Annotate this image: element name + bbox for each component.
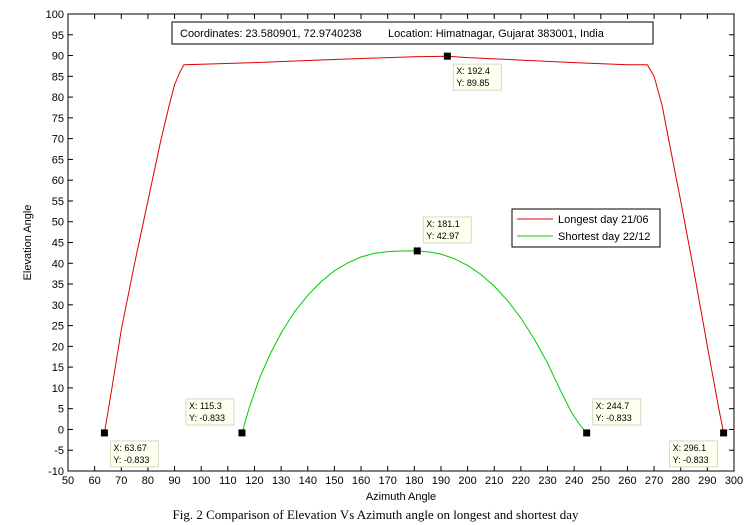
figure-caption: Fig. 2 Comparison of Elevation Vs Azimut… <box>172 507 579 522</box>
x-tick-label: 250 <box>592 475 610 487</box>
x-tick-label: 100 <box>192 475 210 487</box>
datatip-box <box>452 63 502 91</box>
datatip-y: Y: 89.85 <box>456 78 489 88</box>
y-tick-label: -5 <box>54 445 64 457</box>
x-tick-label: 290 <box>698 475 716 487</box>
x-tick-label: 80 <box>142 475 154 487</box>
x-tick-label: 210 <box>485 475 503 487</box>
datatip-x: X: 296.1 <box>673 443 707 453</box>
y-tick-label: 0 <box>58 424 64 436</box>
datatip-box <box>185 398 235 426</box>
y-tick-label: 70 <box>52 134 64 146</box>
y-tick-label: 15 <box>52 362 64 374</box>
info-location: Location: Himatnagar, Gujarat 383001, In… <box>388 28 605 40</box>
y-tick-label: 50 <box>52 217 64 229</box>
datatip-marker <box>443 52 451 60</box>
datatip-x: X: 115.3 <box>189 401 222 411</box>
y-tick-label: 35 <box>52 279 64 291</box>
datatip-y: Y: 42.97 <box>426 231 459 241</box>
y-tick-label: 20 <box>52 341 64 353</box>
y-tick-label: -10 <box>48 466 64 478</box>
axes-frame <box>67 13 735 472</box>
y-tick-label: 30 <box>52 300 64 312</box>
x-tick-label: 230 <box>538 475 556 487</box>
x-axis-label: Azimuth Angle <box>366 491 436 503</box>
x-tick-label: 110 <box>219 475 237 487</box>
datatip-marker <box>100 429 108 437</box>
x-tick-label: 260 <box>618 475 636 487</box>
x-tick-label: 120 <box>245 475 263 487</box>
legend-label-longest: Longest day 21/06 <box>558 214 649 226</box>
x-tick-label: 90 <box>168 475 180 487</box>
x-tick-label: 180 <box>405 475 423 487</box>
y-tick-label: 75 <box>52 113 64 125</box>
axis-ticks: 50 60 70 80 90 100 110 120 130 140 150 160 170 180 190… <box>46 9 744 487</box>
y-tick-label: 60 <box>52 175 64 187</box>
y-tick-label: 25 <box>52 321 64 333</box>
datatip-x: X: 192.4 <box>456 66 490 76</box>
x-tick-label: 140 <box>299 475 317 487</box>
x-tick-label: 270 <box>645 475 663 487</box>
y-tick-label: 100 <box>46 9 64 21</box>
x-tick-label: 60 <box>89 475 101 487</box>
x-tick-label: 130 <box>272 475 290 487</box>
y-tick-label: 85 <box>52 71 64 83</box>
datatip-box <box>669 440 719 468</box>
datatip-y: Y: -0.833 <box>189 413 225 423</box>
x-tick-label: 240 <box>565 475 583 487</box>
datatip-marker <box>413 247 421 255</box>
series-line-longest <box>103 55 725 433</box>
x-tick-label: 190 <box>432 475 450 487</box>
legend-frame <box>511 208 661 248</box>
y-tick-label: 95 <box>52 30 64 42</box>
x-tick-label: 220 <box>512 475 530 487</box>
y-tick-label: 10 <box>52 383 64 395</box>
x-tick-label: 280 <box>672 475 690 487</box>
datatips: X: 192.4 Y: 89.85 X: 181.1 Y: 42.97 X: 63.67… <box>100 52 728 468</box>
y-tick-label: 55 <box>52 196 64 208</box>
datatip-box <box>592 398 642 426</box>
x-tick-label: 160 <box>352 475 370 487</box>
datatip-box <box>109 440 159 468</box>
info-coordinates: Coordinates: 23.580901, 72.9740238 <box>180 28 362 40</box>
legend: Longest day 21/06 Shortest day 22/12 <box>511 208 661 248</box>
y-axis-label: Elevation Angle <box>22 205 34 281</box>
datatip-y: Y: -0.833 <box>596 413 632 423</box>
datatip-marker <box>583 429 591 437</box>
y-tick-label: 90 <box>52 51 64 63</box>
series-line-shortest <box>241 250 588 434</box>
datatip-x: X: 244.7 <box>596 401 630 411</box>
legend-label-shortest: Shortest day 22/12 <box>558 231 650 243</box>
datatip-x: X: 63.67 <box>113 443 147 453</box>
x-tick-label: 70 <box>115 475 127 487</box>
x-tick-label: 170 <box>379 475 397 487</box>
x-tick-label: 200 <box>458 475 476 487</box>
y-tick-label: 45 <box>52 238 64 250</box>
datatip-marker <box>720 429 728 437</box>
x-tick-label: 50 <box>62 475 74 487</box>
x-tick-label: 300 <box>725 475 743 487</box>
y-tick-label: 65 <box>52 154 64 166</box>
datatip-box <box>422 216 472 244</box>
info-box: Coordinates: 23.580901, 72.9740238 Locat… <box>171 21 654 45</box>
x-tick-label: 150 <box>325 475 343 487</box>
datatip-x: X: 181.1 <box>426 219 460 229</box>
info-box-frame <box>171 21 654 45</box>
y-tick-label: 5 <box>58 404 64 416</box>
y-tick-label: 40 <box>52 258 64 270</box>
y-tick-label: 80 <box>52 92 64 104</box>
datatip-marker <box>238 429 246 437</box>
datatip-y: Y: -0.833 <box>673 455 709 465</box>
datatip-y: Y: -0.833 <box>113 455 149 465</box>
